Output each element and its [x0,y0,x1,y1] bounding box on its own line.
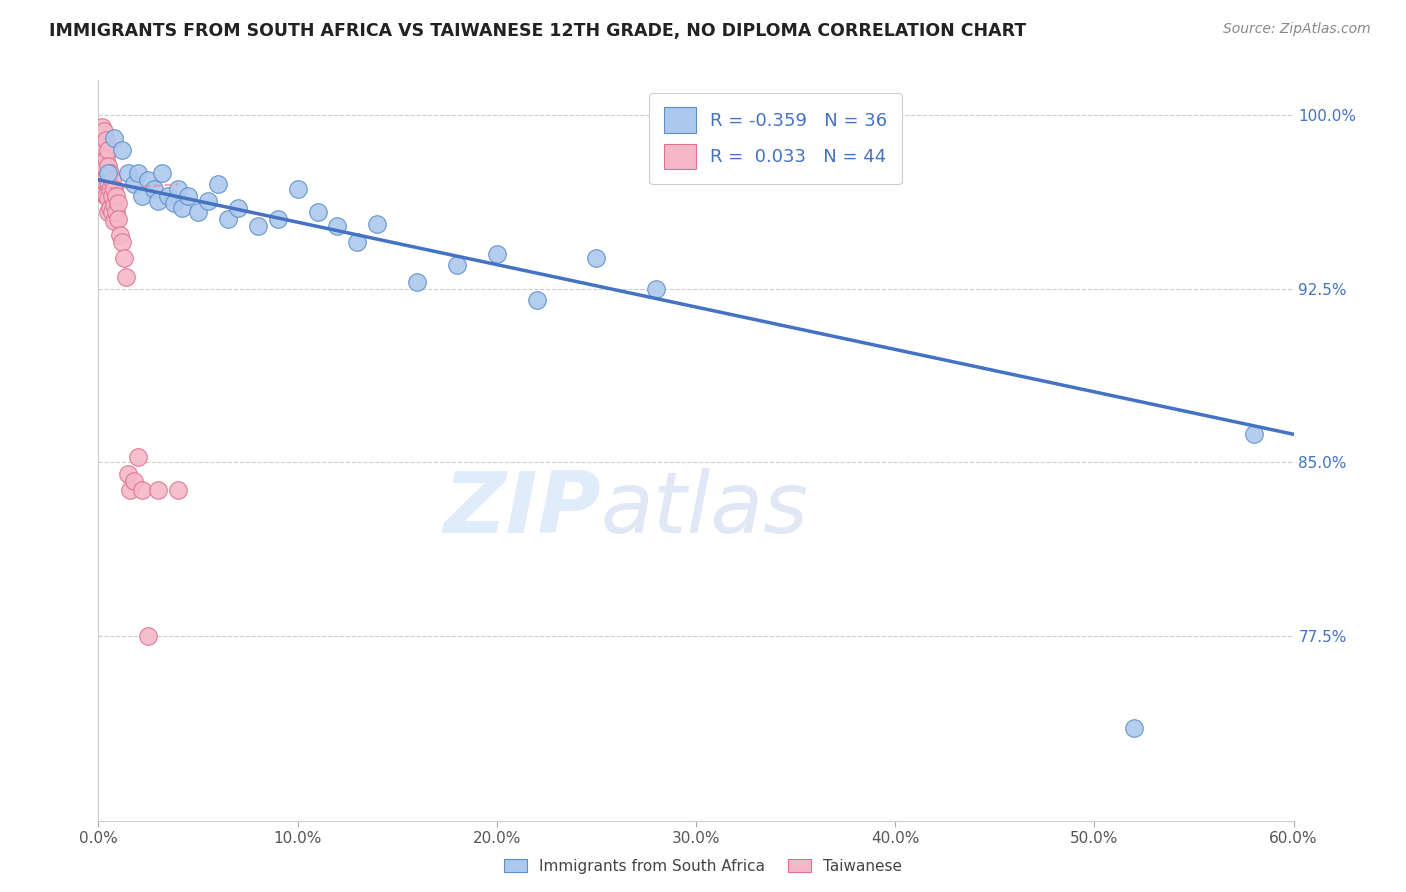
Point [127,450,149,465]
Text: atlas: atlas [600,468,808,551]
Point [187,205,209,219]
Point [93,124,115,138]
Point [105,205,128,219]
Point [131,483,153,497]
Point [91,178,114,192]
Point [91,150,114,164]
Point [585,252,607,266]
Point [131,189,153,203]
Point [127,166,149,180]
Point [120,483,142,497]
Point [645,281,668,295]
Point [172,201,194,215]
Point [446,258,468,272]
Point [98,182,122,196]
Point [93,173,115,187]
Text: IMMIGRANTS FROM SOUTH AFRICA VS TAIWANESE 12TH GRADE, NO DIPLOMA CORRELATION CHA: IMMIGRANTS FROM SOUTH AFRICA VS TAIWANES… [49,22,1026,40]
Point [217,212,239,227]
Point [307,205,329,219]
Point [226,201,249,215]
Point [150,166,173,180]
Point [287,182,309,196]
Point [246,219,269,233]
Point [93,186,115,201]
Text: Source: ZipAtlas.com: Source: ZipAtlas.com [1223,22,1371,37]
Point [107,212,129,227]
Point [366,217,388,231]
Point [485,247,508,261]
Point [197,194,219,208]
Point [346,235,368,250]
Point [97,205,120,219]
Point [117,467,139,481]
Point [207,178,229,192]
Point [97,166,120,180]
Point [96,152,118,166]
Point [96,189,118,203]
Point [110,228,132,243]
Point [167,483,190,497]
Point [105,189,128,203]
Point [93,140,115,154]
Point [103,182,125,196]
Point [406,275,429,289]
Point [136,628,159,642]
Point [167,182,190,196]
Point [1123,721,1146,735]
Point [148,194,170,208]
Point [163,195,186,210]
Point [111,235,134,250]
Point [1243,427,1265,442]
Point [97,175,120,189]
Point [136,173,159,187]
Legend: R = -0.359   N = 36, R =  0.033   N = 44: R = -0.359 N = 36, R = 0.033 N = 44 [650,93,903,184]
Point [103,214,125,228]
Point [101,205,124,219]
Point [96,170,118,185]
Point [267,212,290,227]
Point [115,269,138,284]
Point [177,189,200,203]
Point [97,143,120,157]
Point [107,195,129,210]
Point [143,182,166,196]
Point [103,198,125,212]
Point [148,483,170,497]
Point [157,189,180,203]
Point [98,201,122,215]
Point [98,166,122,180]
Point [91,136,114,150]
Point [97,159,120,173]
Point [111,143,134,157]
Point [112,252,135,266]
Point [91,166,114,180]
Point [526,293,548,307]
Legend: Immigrants from South Africa, Taiwanese: Immigrants from South Africa, Taiwanese [498,853,908,880]
Y-axis label: 12th Grade, No Diploma: 12th Grade, No Diploma [0,350,8,551]
Point [101,189,124,203]
Point [93,159,115,173]
Point [117,166,139,180]
Point [124,178,146,192]
Point [101,173,124,187]
Point [91,120,114,134]
Point [124,474,146,488]
Point [96,133,118,147]
Point [103,131,125,145]
Point [97,191,120,205]
Text: ZIP: ZIP [443,468,600,551]
Point [326,219,349,233]
